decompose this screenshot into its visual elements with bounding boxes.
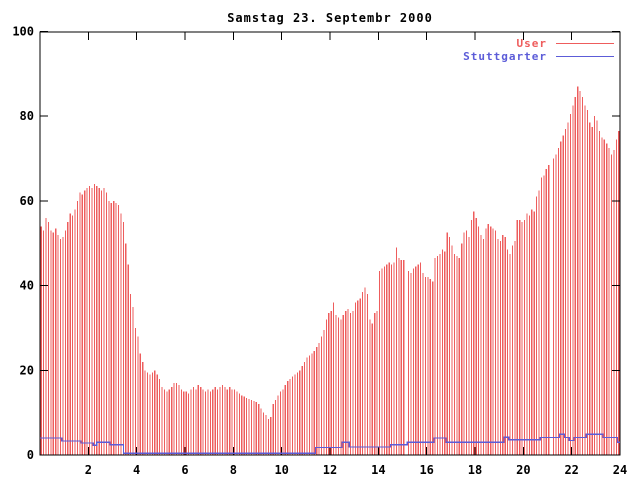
user-series [40,86,620,455]
x-tick-label: 8 [230,463,237,477]
legend-row-stuttgarter: Stuttgarter [463,50,614,63]
legend: User Stuttgarter [463,37,614,63]
legend-label-stuttgarter: Stuttgarter [463,50,547,63]
chart-title: Samstag 23. Septembr 2000 [227,11,433,25]
legend-row-user: User [463,37,614,50]
y-tick-label: 40 [20,279,34,293]
x-tick-label: 10 [274,463,288,477]
y-tick-label: 60 [20,194,34,208]
x-tick-label: 18 [468,463,482,477]
x-tick-label: 14 [371,463,385,477]
y-tick-label: 20 [20,363,34,377]
x-tick-label: 12 [323,463,337,477]
y-axis-ticks [40,31,620,456]
legend-line-user-icon [556,43,614,44]
x-tick-label: 24 [613,463,627,477]
x-axis-ticks [87,32,621,455]
legend-line-stuttgarter-icon [556,56,614,57]
stuttgarter-line [40,433,620,454]
y-tick-label: 80 [20,109,34,123]
x-tick-label: 16 [419,463,433,477]
x-tick-label: 6 [181,463,188,477]
y-tick-label: 0 [27,448,34,462]
x-tick-label: 20 [516,463,530,477]
x-tick-label: 2 [85,463,92,477]
y-tick-label: 100 [12,25,34,39]
legend-label-user: User [516,37,547,50]
plot-border [39,31,621,456]
x-tick-label: 22 [564,463,578,477]
x-tick-label: 4 [133,463,140,477]
